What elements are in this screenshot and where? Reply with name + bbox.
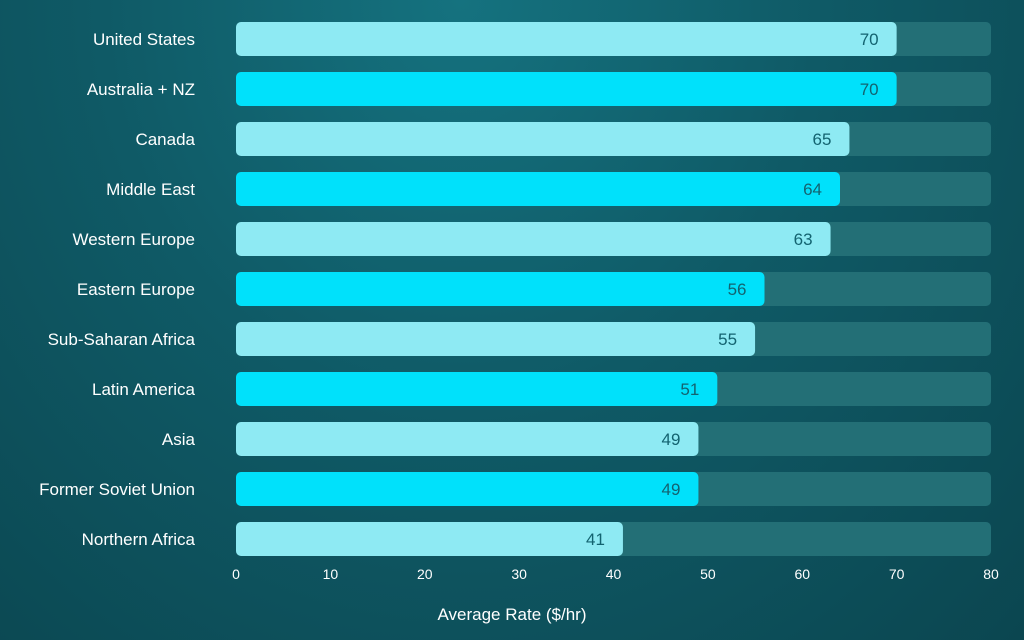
x-tick-label: 50 bbox=[700, 566, 716, 582]
value-label: 51 bbox=[680, 380, 699, 399]
x-axis-ticks: 0 10 20 30 40 50 60 70 80 bbox=[232, 566, 999, 582]
x-tick-label: 40 bbox=[606, 566, 622, 582]
x-tick-label: 70 bbox=[889, 566, 905, 582]
x-tick-label: 30 bbox=[511, 566, 527, 582]
value-label: 65 bbox=[813, 130, 832, 149]
category-label: Sub-Saharan Africa bbox=[48, 330, 196, 349]
bar bbox=[236, 72, 897, 106]
bar bbox=[236, 422, 699, 456]
value-label: 49 bbox=[662, 430, 681, 449]
bar bbox=[236, 322, 756, 356]
x-tick-label: 60 bbox=[794, 566, 810, 582]
x-tick-label: 80 bbox=[983, 566, 999, 582]
value-label: 64 bbox=[803, 180, 822, 199]
category-label: Asia bbox=[162, 430, 196, 449]
category-labels: United States Australia + NZ Canada Middle … bbox=[39, 30, 195, 549]
value-labels: 70 70 65 64 63 56 55 51 49 49 41 bbox=[586, 30, 879, 549]
category-label: Australia + NZ bbox=[87, 80, 195, 99]
value-label: 70 bbox=[860, 30, 879, 49]
value-label: 41 bbox=[586, 530, 605, 549]
bar bbox=[236, 522, 623, 556]
category-label: Eastern Europe bbox=[77, 280, 195, 299]
category-label: Western Europe bbox=[72, 230, 195, 249]
x-tick-label: 10 bbox=[323, 566, 339, 582]
bar bbox=[236, 172, 840, 206]
bars bbox=[236, 22, 897, 556]
bar bbox=[236, 372, 718, 406]
category-label: Former Soviet Union bbox=[39, 480, 195, 499]
value-label: 49 bbox=[662, 480, 681, 499]
category-label: Canada bbox=[135, 130, 195, 149]
bar bbox=[236, 472, 699, 506]
category-label: United States bbox=[93, 30, 195, 49]
bar bbox=[236, 122, 850, 156]
category-label: Latin America bbox=[92, 380, 196, 399]
category-label: Middle East bbox=[106, 180, 195, 199]
bar bbox=[236, 22, 897, 56]
category-label: Northern Africa bbox=[82, 530, 196, 549]
value-label: 55 bbox=[718, 330, 737, 349]
x-tick-label: 0 bbox=[232, 566, 240, 582]
value-label: 70 bbox=[860, 80, 879, 99]
x-axis-title: Average Rate ($/hr) bbox=[438, 605, 587, 624]
x-tick-label: 20 bbox=[417, 566, 433, 582]
bar bbox=[236, 222, 831, 256]
value-label: 56 bbox=[728, 280, 747, 299]
bar bbox=[236, 272, 765, 306]
value-label: 63 bbox=[794, 230, 813, 249]
